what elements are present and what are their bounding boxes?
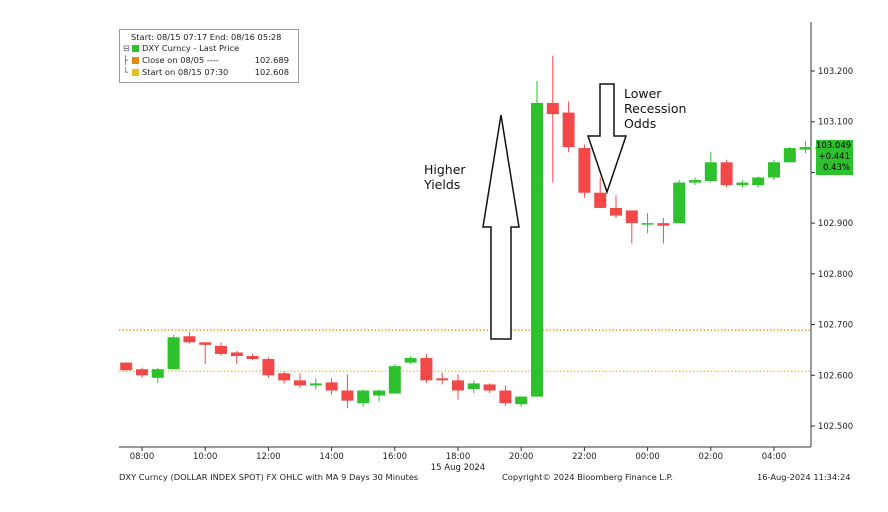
candle-body xyxy=(167,337,180,370)
candle-body xyxy=(752,177,765,186)
candle-body xyxy=(151,369,164,378)
y-tick-label: 102.800 xyxy=(818,270,853,280)
candle-body xyxy=(673,182,686,224)
legend-close-value: 102.689 xyxy=(254,55,289,65)
candle-body xyxy=(546,102,559,115)
x-tick-label: 16:00 xyxy=(383,452,408,462)
legend-header: Start: 08/15 07:17 End: 08/16 05:28 xyxy=(131,32,282,42)
candle-body xyxy=(641,223,654,225)
annotation-lower-recession: Lower Recession Odds xyxy=(624,86,686,131)
candle-body xyxy=(404,358,417,363)
legend-start-label: Start on 08/15 07:30 xyxy=(142,67,229,77)
x-tick-label: 08:00 xyxy=(130,452,155,462)
legend-close-label: Close on 08/05 ---- xyxy=(142,55,219,65)
candle-body xyxy=(215,345,227,354)
y-tick-label: 102.600 xyxy=(818,371,853,381)
x-tick-label: 04:00 xyxy=(762,452,787,462)
legend-start-value: 102.608 xyxy=(254,67,289,77)
y-tick-label: 102.700 xyxy=(818,321,853,331)
up-arrow-icon xyxy=(482,114,520,340)
y-tick-label: 102.500 xyxy=(818,422,853,432)
x-tick-label: 10:00 xyxy=(193,452,218,462)
series-swatch-icon xyxy=(132,45,139,52)
y-tick-label: 103.200 xyxy=(818,67,853,77)
last-price-pct: 0.43% xyxy=(822,163,850,173)
candle-body xyxy=(483,384,496,391)
candle-body xyxy=(531,102,543,397)
tree-collapse-icon[interactable]: ⊟ xyxy=(123,43,130,53)
last-price-change: +0.441 xyxy=(818,152,850,162)
legend-series-label: DXY Curncy - Last Price xyxy=(142,43,240,53)
x-tick-label: 22:00 xyxy=(572,452,597,462)
start-swatch-icon xyxy=(132,69,139,76)
candle-body xyxy=(294,380,306,386)
y-tick-label: 103.100 xyxy=(818,118,853,128)
candle-body xyxy=(720,162,733,186)
down-arrow-icon xyxy=(586,83,628,195)
candle-body xyxy=(373,390,385,396)
candle-body xyxy=(262,359,275,376)
tree-end-icon: └ xyxy=(123,67,128,77)
candle-body xyxy=(467,383,480,389)
footer-timestamp: 16-Aug-2024 11:34:24 xyxy=(757,472,851,482)
x-tick-label: 18:00 xyxy=(446,452,471,462)
candle-body xyxy=(309,383,322,386)
candle-body xyxy=(246,356,259,360)
close-swatch-icon xyxy=(132,57,139,64)
candle-body xyxy=(689,180,701,183)
candle-body xyxy=(562,112,575,148)
x-tick-label: 00:00 xyxy=(635,452,660,462)
candle-body xyxy=(578,148,591,193)
annotation-lower-line3: Odds xyxy=(624,116,657,131)
candle-body xyxy=(515,396,528,405)
candle-body xyxy=(436,378,449,381)
tree-branch-icon: ├ xyxy=(123,55,128,65)
candle-body xyxy=(357,390,370,404)
candle-body xyxy=(657,223,670,226)
annotation-higher-line1: Higher xyxy=(424,162,466,177)
legend-series-row: ⊟ DXY Curncy - Last Price xyxy=(123,43,239,54)
candle-body xyxy=(783,148,796,163)
candle-body xyxy=(325,382,338,391)
candle-body xyxy=(704,162,717,182)
footer-description: DXY Curncy (DOLLAR INDEX SPOT) FX OHLC w… xyxy=(119,472,419,482)
candle-body xyxy=(420,358,433,381)
candle-body xyxy=(768,162,780,178)
candle-body xyxy=(388,366,401,394)
candle-body xyxy=(736,182,749,186)
x-tick-label: 14:00 xyxy=(319,452,344,462)
x-tick-label: 02:00 xyxy=(699,452,724,462)
candle-body xyxy=(610,207,622,216)
x-date-label: 15 Aug 2024 xyxy=(431,463,485,473)
legend-start-row: └ Start on 08/15 07:30 102.608 xyxy=(123,67,295,78)
candle-body xyxy=(183,336,196,343)
legend-close-row: ├ Close on 08/05 ---- 102.689 xyxy=(123,55,295,66)
candle-body xyxy=(199,342,212,345)
candle-body xyxy=(452,380,464,391)
candle-body xyxy=(120,362,133,371)
x-tick-label: 20:00 xyxy=(509,452,534,462)
candle-body xyxy=(136,369,148,376)
last-price-value: 103.049 xyxy=(816,141,852,151)
y-tick-label: 102.900 xyxy=(818,219,853,229)
candle-body xyxy=(230,352,243,357)
candle-body xyxy=(278,373,291,381)
chart-legend: Start: 08/15 07:17 End: 08/16 05:28 ⊟ DXY… xyxy=(119,29,299,83)
candle-body xyxy=(625,210,638,224)
annotation-lower-line1: Lower xyxy=(624,86,662,101)
x-tick-label: 12:00 xyxy=(256,452,281,462)
annotation-lower-line2: Recession xyxy=(624,101,687,116)
candle-body xyxy=(499,390,512,404)
candle-body xyxy=(341,390,354,401)
annotation-higher-yields: Higher Yields xyxy=(424,162,466,192)
last-price-tag: 103.049 +0.441 0.43% xyxy=(816,140,853,175)
candle-body xyxy=(799,147,812,150)
candle-body xyxy=(594,192,607,208)
annotation-higher-line2: Yields xyxy=(424,177,461,192)
footer-copyright: Copyright© 2024 Bloomberg Finance L.P. xyxy=(502,472,673,482)
